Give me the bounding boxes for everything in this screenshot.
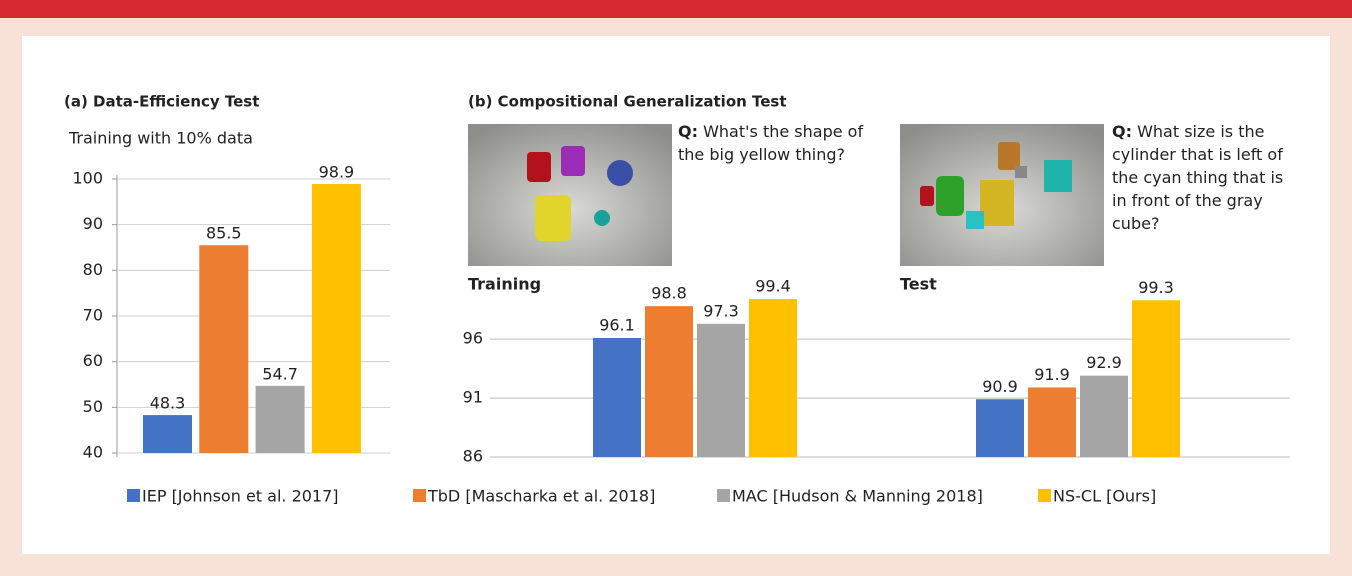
bar: [199, 245, 248, 453]
legend-swatch: [717, 489, 730, 502]
value-label: 97.3: [703, 301, 739, 320]
chart-title: (a) Data-Efficiency Test: [64, 93, 259, 111]
bar: [312, 184, 361, 453]
legend-swatch: [127, 489, 140, 502]
scene-image: [900, 124, 1104, 266]
legend-label: NS-CL [Ours]: [1053, 487, 1156, 506]
y-tick-label: 50: [83, 397, 103, 416]
y-tick-label: 40: [83, 443, 103, 462]
y-tick-label: 96: [463, 329, 483, 348]
y-tick-label: 70: [83, 306, 103, 325]
value-label: 85.5: [206, 224, 242, 243]
figure: (a) Data-Efficiency Test Training with 1…: [0, 0, 1352, 576]
value-label: 91.9: [1034, 365, 1070, 384]
question: Q: What size is the cylinder that is lef…: [1112, 120, 1302, 235]
y-tick-label: 100: [72, 169, 103, 188]
bar: [256, 386, 305, 453]
bar: [593, 338, 641, 457]
category-label: Test: [900, 275, 937, 294]
bar: [749, 299, 797, 457]
value-label: 96.1: [599, 315, 635, 334]
question-prefix: Q:: [678, 122, 698, 141]
legend-swatch: [413, 489, 426, 502]
question-text: What size is the cylinder that is left o…: [1112, 122, 1283, 233]
bar: [697, 324, 745, 457]
chart-subtitle: Training with 10% data: [68, 129, 253, 148]
bar: [1132, 300, 1180, 457]
y-tick-label: 80: [83, 260, 103, 279]
value-label: 98.8: [651, 284, 687, 303]
value-label: 54.7: [262, 364, 298, 383]
chart-title: (b) Compositional Generalization Test: [468, 93, 787, 111]
value-label: 48.3: [150, 394, 186, 413]
value-label: 92.9: [1086, 353, 1122, 372]
value-label: 98.9: [319, 163, 355, 182]
legend-label: IEP [Johnson et al. 2017]: [142, 487, 339, 506]
question-text: What's the shape of the big yellow thing…: [678, 122, 863, 164]
value-label: 90.9: [982, 377, 1018, 396]
bar: [645, 306, 693, 457]
page: (a) Data-Efficiency Test Training with 1…: [0, 0, 1352, 576]
bar: [976, 399, 1024, 457]
bar: [1028, 387, 1076, 457]
question: Q: What's the shape of the big yellow th…: [678, 120, 878, 166]
value-label: 99.3: [1138, 278, 1174, 297]
bar: [1080, 376, 1128, 457]
scene-image: [468, 124, 672, 266]
y-tick-label: 90: [83, 214, 103, 233]
legend-label: TbD [Mascharka et al. 2018]: [427, 487, 655, 506]
question-prefix: Q:: [1112, 122, 1132, 141]
y-tick-label: 86: [463, 447, 483, 466]
value-label: 99.4: [755, 277, 791, 296]
legend-label: MAC [Hudson & Manning 2018]: [732, 487, 983, 506]
bar: [143, 415, 192, 453]
legend-swatch: [1038, 489, 1051, 502]
top-bar: [0, 0, 1352, 18]
y-tick-label: 91: [463, 388, 483, 407]
y-tick-label: 60: [83, 351, 103, 370]
category-label: Training: [468, 275, 541, 294]
